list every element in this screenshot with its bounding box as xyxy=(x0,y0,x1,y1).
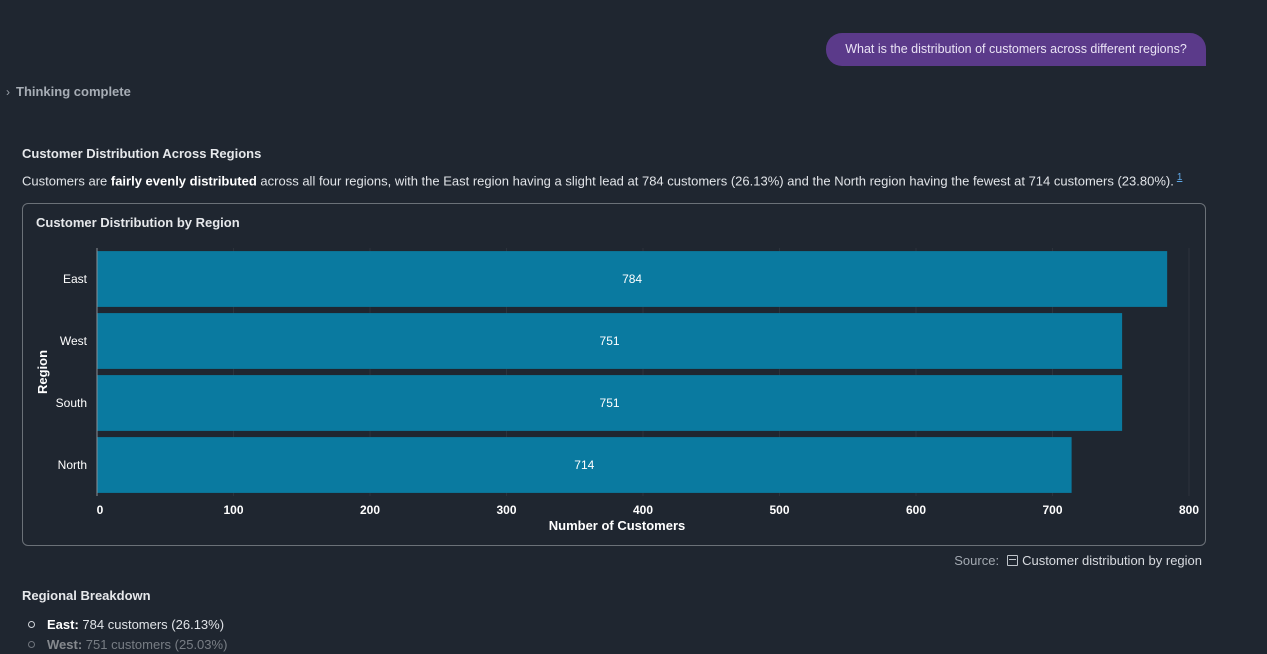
bar-value-label: 784 xyxy=(622,272,642,286)
x-tick-label: 700 xyxy=(1042,503,1062,517)
category-label: East xyxy=(63,272,88,286)
item-text: 784 customers (26.13%) xyxy=(82,616,225,632)
response-heading: Customer Distribution Across Regions xyxy=(22,146,262,161)
user-message-text: What is the distribution of customers ac… xyxy=(845,42,1187,56)
x-tick-label: 0 xyxy=(97,503,104,517)
bar-value-label: 751 xyxy=(600,334,620,348)
x-tick-label: 800 xyxy=(1179,503,1199,517)
x-tick-label: 400 xyxy=(633,503,653,517)
thinking-toggle[interactable]: › Thinking complete xyxy=(6,84,131,99)
bar-chart: 784 East 751 West 751 South 714 North 0 100 200 300… xyxy=(35,248,1199,533)
item-name: East: xyxy=(47,616,79,632)
citation-link[interactable]: 1 xyxy=(1176,172,1183,183)
bar-north xyxy=(97,437,1072,493)
category-label: South xyxy=(56,396,87,410)
source-label: Source: xyxy=(954,553,1000,568)
response-paragraph: Customers are fairly evenly distributed … xyxy=(22,172,1182,188)
category-label: West xyxy=(60,334,88,348)
bar-south xyxy=(97,375,1123,431)
table-icon xyxy=(1007,555,1019,566)
breakdown-heading: Regional Breakdown xyxy=(22,588,151,603)
x-tick-label: 600 xyxy=(906,503,926,517)
bar-west xyxy=(97,313,1123,369)
list-item: East: 784 customers (26.13%) xyxy=(28,614,227,634)
x-tick-label: 100 xyxy=(223,503,243,517)
chevron-right-icon: › xyxy=(6,84,10,99)
source-row: Source: Customer distribution by region xyxy=(954,553,1202,568)
x-tick-label: 200 xyxy=(360,503,380,517)
item-text: 751 customers (25.03%) xyxy=(85,636,228,652)
source-link[interactable]: Customer distribution by region xyxy=(1007,553,1202,568)
chart-title: Customer Distribution by Region xyxy=(36,215,240,230)
breakdown-list: East: 784 customers (26.13%) West: 751 c… xyxy=(28,614,227,654)
intro-pre: Customers are xyxy=(22,173,111,189)
bullet-icon xyxy=(28,640,35,648)
intro-bold: fairly evenly distributed xyxy=(110,173,257,189)
chart-card: Customer Distribution by Region 784 East 7… xyxy=(22,203,1206,546)
x-tick-label: 300 xyxy=(496,503,516,517)
bar-value-label: 751 xyxy=(600,396,620,410)
bullet-icon xyxy=(28,620,35,628)
thinking-label: Thinking complete xyxy=(16,84,131,99)
item-name: West: xyxy=(47,636,83,652)
bar-east xyxy=(97,251,1168,307)
intro-post: across all four regions, with the East r… xyxy=(256,173,1174,189)
user-message-bubble: What is the distribution of customers ac… xyxy=(826,33,1206,66)
y-axis-label: Region xyxy=(35,350,50,394)
x-tick-label: 500 xyxy=(769,503,789,517)
list-item: West: 751 customers (25.03%) xyxy=(28,634,227,654)
bar-value-label: 714 xyxy=(574,458,594,472)
x-axis-label: Number of Customers xyxy=(549,518,686,533)
source-link-text: Customer distribution by region xyxy=(1022,553,1202,568)
category-label: North xyxy=(58,458,87,472)
